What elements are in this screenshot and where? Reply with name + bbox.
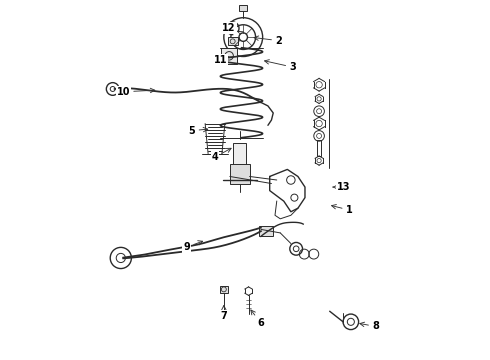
Text: 1: 1 bbox=[332, 204, 352, 215]
Text: 11: 11 bbox=[214, 55, 228, 65]
Text: 2: 2 bbox=[254, 36, 282, 46]
Text: 3: 3 bbox=[265, 60, 296, 72]
FancyBboxPatch shape bbox=[220, 286, 228, 293]
Text: 6: 6 bbox=[251, 310, 264, 328]
FancyBboxPatch shape bbox=[221, 48, 237, 64]
Text: 4: 4 bbox=[212, 148, 231, 162]
Text: 7: 7 bbox=[220, 306, 227, 321]
FancyBboxPatch shape bbox=[239, 5, 247, 11]
FancyBboxPatch shape bbox=[259, 226, 273, 237]
FancyBboxPatch shape bbox=[230, 164, 249, 184]
FancyBboxPatch shape bbox=[228, 37, 238, 45]
Text: 8: 8 bbox=[360, 321, 379, 332]
Text: 12: 12 bbox=[222, 23, 236, 33]
Text: 5: 5 bbox=[189, 126, 208, 136]
Text: 10: 10 bbox=[117, 87, 155, 97]
Text: 13: 13 bbox=[333, 182, 350, 192]
Text: 9: 9 bbox=[183, 241, 203, 252]
FancyBboxPatch shape bbox=[233, 143, 246, 166]
